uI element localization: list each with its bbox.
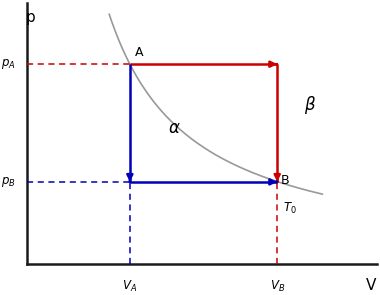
Text: p: p xyxy=(25,10,35,25)
Text: A: A xyxy=(135,46,144,59)
Text: B: B xyxy=(281,174,290,187)
Text: $T_0$: $T_0$ xyxy=(283,201,296,216)
Text: $p_B$: $p_B$ xyxy=(1,175,16,189)
Text: $\alpha$: $\alpha$ xyxy=(168,119,180,137)
Text: V: V xyxy=(366,278,376,293)
Text: $V_B$: $V_B$ xyxy=(270,279,285,294)
Text: $V_A$: $V_A$ xyxy=(122,279,138,294)
Text: $p_A$: $p_A$ xyxy=(1,57,16,71)
Text: $\beta$: $\beta$ xyxy=(304,94,317,116)
